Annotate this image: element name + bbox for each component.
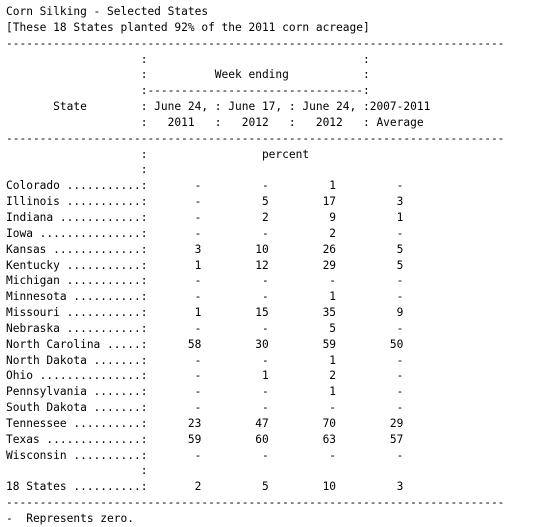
table-row: Iowa ...............: - - 2 - — [6, 226, 417, 240]
table-row: Wisconsin ..........: - - - - — [6, 448, 417, 462]
header-group-label: : Week ending : — [6, 68, 370, 82]
table-row: North Carolina .....: 58 30 59 50 — [6, 337, 417, 351]
table-row: Minnesota ..........: - - 1 - — [6, 290, 417, 304]
table-row: Missouri ...........: 1 15 35 9 — [6, 306, 417, 320]
header-spacer: : : — [6, 52, 370, 66]
unit-row: : percent — [6, 147, 431, 161]
report-title: Corn Silking - Selected States — [6, 5, 209, 18]
table-row: Pennsylvania .......: - - 1 - — [6, 385, 417, 399]
report-subtitle: [These 18 States planted 92% of the 2011… — [6, 20, 370, 34]
table-row: Colorado ...........: - - 1 - — [6, 179, 417, 193]
unit-spacer: : — [6, 163, 148, 177]
table-row: Texas ..............: 59 60 63 57 — [6, 432, 417, 446]
table-row: Kansas .............: 3 10 26 5 — [6, 242, 417, 256]
header-group-rule: :--------------------------------: — [6, 84, 370, 98]
report-table: ----------------------------------------… — [6, 36, 546, 511]
table-row: Indiana ............: - 2 9 1 — [6, 210, 417, 224]
header-columns-line2: : 2011 : 2012 : 2012 : Average — [6, 115, 438, 129]
table-row: Illinois ...........: - 5 17 3 — [6, 195, 417, 209]
table-row: South Dakota .......: - - - - — [6, 401, 417, 415]
table-row: Michigan ...........: - - - - — [6, 274, 417, 288]
table-row: North Dakota .......: - - 1 - — [6, 353, 417, 367]
table-row: Kentucky ...........: 1 12 29 5 — [6, 258, 417, 272]
rule-top: ----------------------------------------… — [6, 36, 505, 50]
table-row: Tennessee ..........: 23 47 70 29 — [6, 416, 417, 430]
header-columns-line1: State : June 24, : June 17, : June 24, :… — [6, 100, 438, 114]
rule-header: ----------------------------------------… — [6, 131, 505, 145]
total-row: 18 States ..........: 2 5 10 3 — [6, 480, 417, 494]
table-row: Ohio ...............: - 1 2 - — [6, 369, 417, 383]
table-row: Nebraska ...........: - - 5 - — [6, 321, 417, 335]
rule-bottom: ----------------------------------------… — [6, 496, 505, 510]
total-spacer: : — [6, 464, 148, 478]
